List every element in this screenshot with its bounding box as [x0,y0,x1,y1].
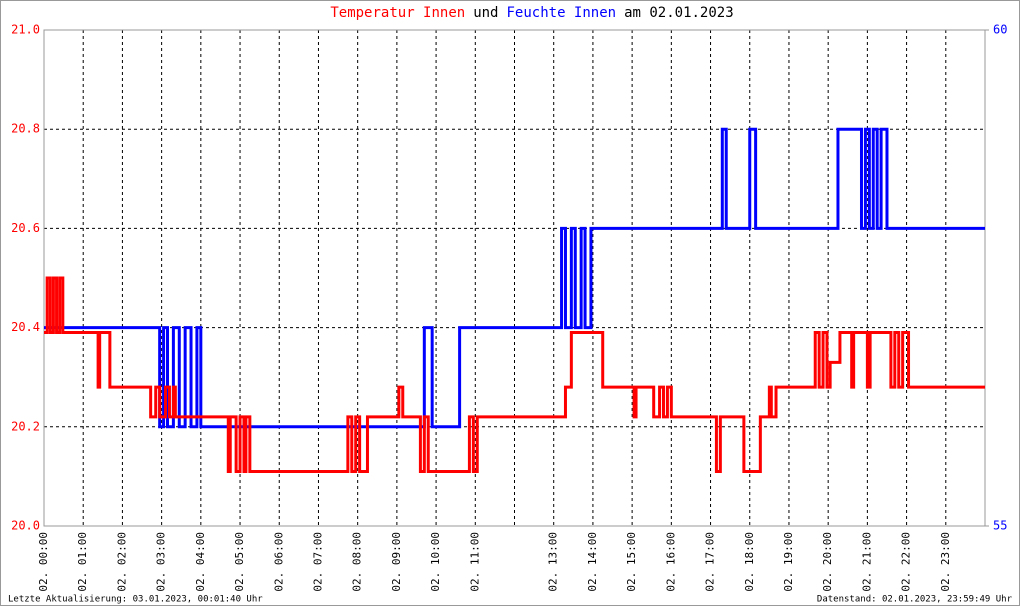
x-tick-label: 02. 21:00 [860,532,873,592]
x-tick-label: 02. 18:00 [743,532,756,592]
x-tick-label: 02. 00:00 [37,532,50,592]
y2-tick-label: 60 [993,23,1007,37]
x-tick-label: 02. 14:00 [586,532,599,592]
series-line [44,276,985,473]
x-tick-label: 02. 10:00 [429,532,442,592]
x-tick-label: 02. 23:00 [939,532,952,592]
x-tick-label: 02. 01:00 [76,532,89,592]
x-tick-label: 02. 06:00 [272,532,285,592]
x-tick-label: 02. 16:00 [664,532,677,592]
x-tick-label: 02. 03:00 [155,532,168,592]
title-part: Feuchte Innen [507,5,617,21]
series-line [44,127,985,429]
x-tick-label: 02. 05:00 [233,532,246,592]
y-tick-label: 20.6 [11,221,40,235]
x-tick-label: 02. 11:00 [468,532,481,592]
x-tick-label: 02. 22:00 [900,532,913,592]
x-tick-label: 02. 09:00 [390,532,403,592]
footer-left: Letzte Aktualisierung: 03.01.2023, 00:01… [8,595,263,605]
x-tick-label: 02. 08:00 [351,532,364,592]
plot-area [43,29,986,527]
x-tick-label: 02. 20:00 [821,532,834,592]
x-tick-label: 02. 04:00 [194,532,207,592]
title-part: Temperatur Innen [330,5,465,21]
title-part: am 02.01.2023 [624,5,734,21]
y-tick-label: 20.4 [11,320,40,334]
y-tick-label: 20.0 [11,519,40,533]
x-tick-label: 02. 02:00 [115,532,128,592]
y-tick-label: 20.2 [11,419,40,433]
y2-tick-label: 55 [993,519,1007,533]
title-part: und [473,5,498,21]
x-tick-label: 02. 19:00 [782,532,795,592]
x-tick-label: 02. 15:00 [625,532,638,592]
x-tick-label: 02. 13:00 [547,532,560,592]
footer-right: Datenstand: 02.01.2023, 23:59:49 Uhr [817,595,1013,605]
chart-title: Temperatur Innen und Feuchte Innen am 02.01… [330,5,733,21]
x-tick-label: 02. 07:00 [311,532,324,592]
x-tick-label: 02. 17:00 [704,532,717,592]
y-tick-label: 21.0 [11,23,40,37]
y-tick-label: 20.8 [11,122,40,136]
